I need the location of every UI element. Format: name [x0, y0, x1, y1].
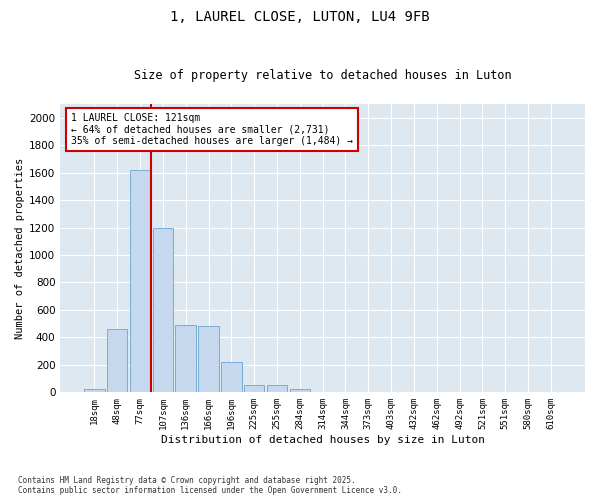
- Bar: [198, 326, 219, 392]
- Bar: [84, 389, 104, 392]
- Bar: [221, 362, 242, 392]
- Bar: [152, 228, 173, 392]
- Text: 1, LAUREL CLOSE, LUTON, LU4 9FB: 1, LAUREL CLOSE, LUTON, LU4 9FB: [170, 10, 430, 24]
- Bar: [244, 385, 265, 392]
- Text: 1 LAUREL CLOSE: 121sqm
← 64% of detached houses are smaller (2,731)
35% of semi-: 1 LAUREL CLOSE: 121sqm ← 64% of detached…: [71, 112, 353, 146]
- X-axis label: Distribution of detached houses by size in Luton: Distribution of detached houses by size …: [161, 435, 485, 445]
- Bar: [175, 325, 196, 392]
- Bar: [107, 329, 127, 392]
- Y-axis label: Number of detached properties: Number of detached properties: [15, 158, 25, 339]
- Bar: [267, 385, 287, 392]
- Bar: [130, 170, 151, 392]
- Bar: [290, 389, 310, 392]
- Title: Size of property relative to detached houses in Luton: Size of property relative to detached ho…: [134, 69, 511, 82]
- Text: Contains HM Land Registry data © Crown copyright and database right 2025.
Contai: Contains HM Land Registry data © Crown c…: [18, 476, 402, 495]
